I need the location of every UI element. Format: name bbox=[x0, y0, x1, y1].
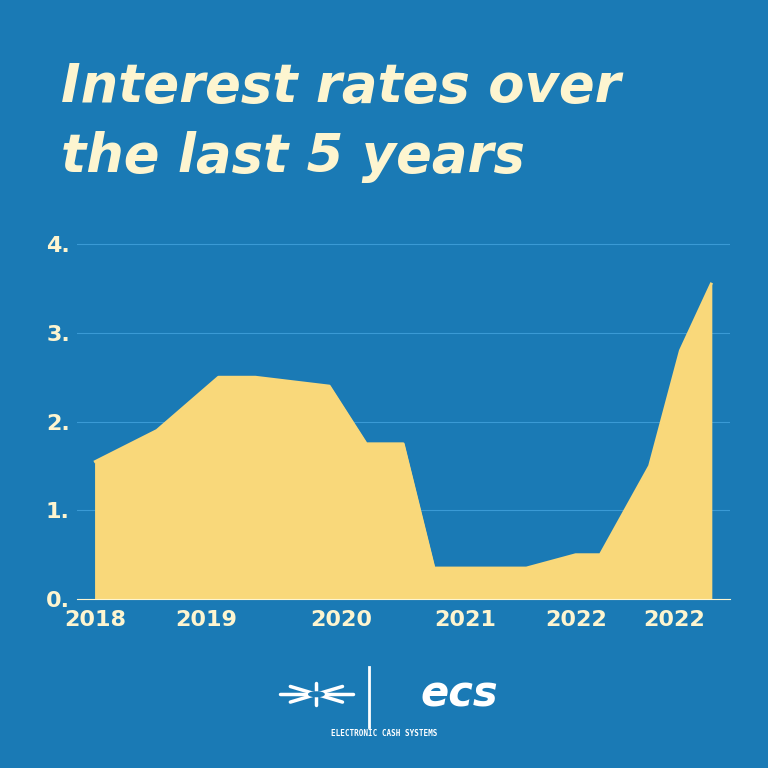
Text: ELECTRONIC CASH SYSTEMS: ELECTRONIC CASH SYSTEMS bbox=[331, 729, 437, 737]
Text: Interest rates over: Interest rates over bbox=[61, 61, 621, 114]
Text: ecs: ecs bbox=[421, 674, 498, 715]
Circle shape bbox=[309, 692, 324, 697]
Text: the last 5 years: the last 5 years bbox=[61, 131, 525, 183]
